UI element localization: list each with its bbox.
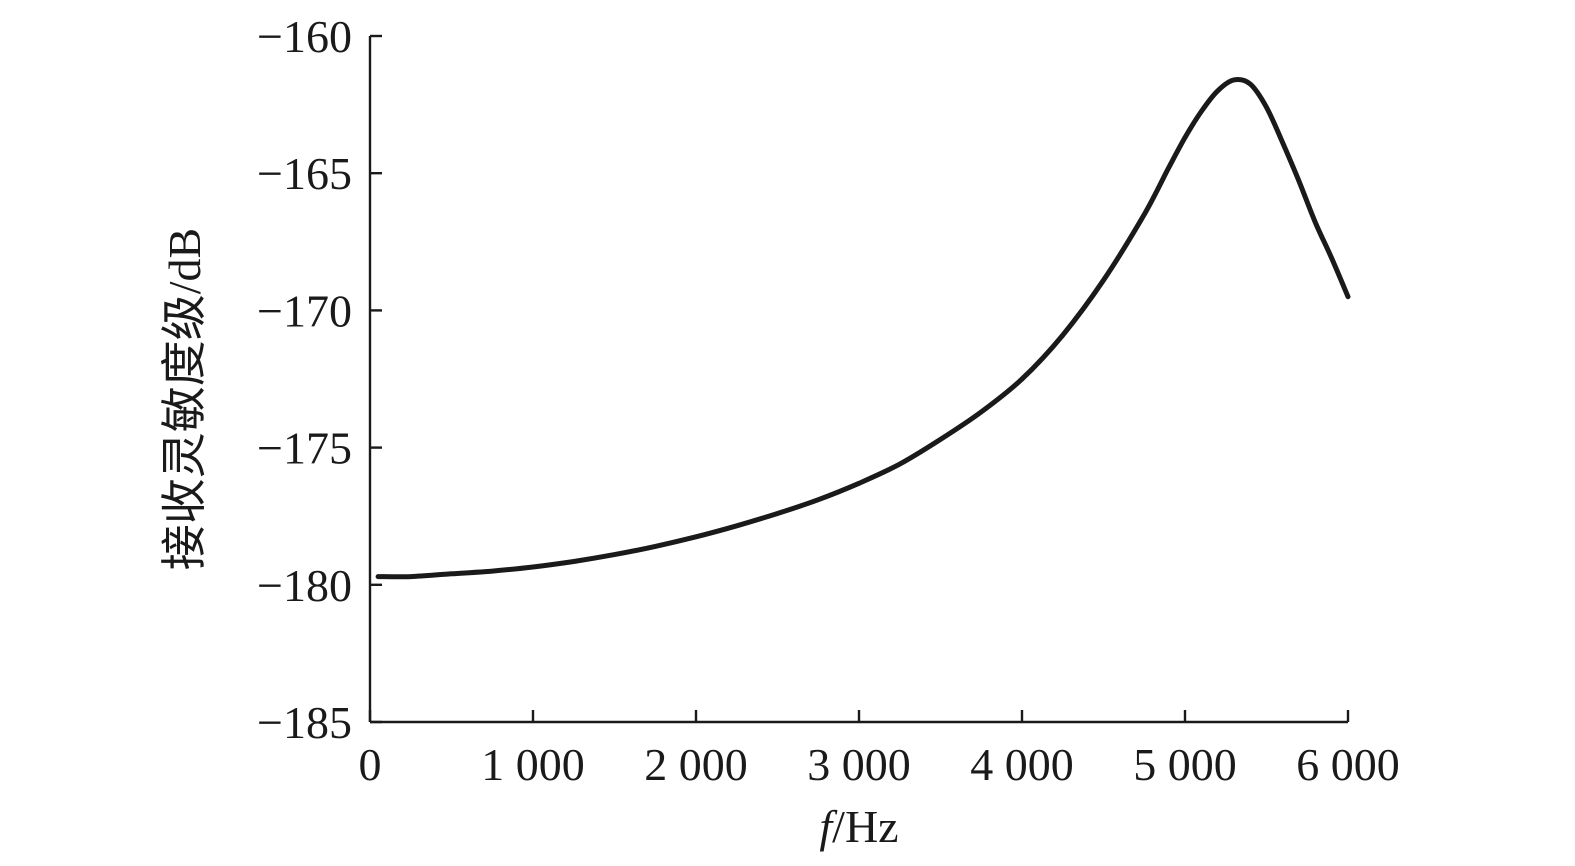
y-axis-ticks: −160 −165 −170 −175 −180 −185 xyxy=(257,11,382,748)
y-tick-label: −165 xyxy=(257,148,352,199)
series-group xyxy=(375,76,1351,580)
axes xyxy=(368,36,1348,724)
x-tick-label: 3 000 xyxy=(807,739,911,790)
y-tick-label: −185 xyxy=(257,697,352,748)
y-tick-label: −160 xyxy=(257,11,352,62)
y-axis-title: 接收灵敏度级/dB xyxy=(159,228,210,570)
x-tick-label: 2 000 xyxy=(644,739,748,790)
x-tick-label: 0 xyxy=(359,739,382,790)
x-tick-label: 4 000 xyxy=(970,739,1074,790)
x-tick-label: 1 000 xyxy=(481,739,585,790)
x-axis-ticks: 0 1 000 2 000 3 000 4 000 5 000 6 000 xyxy=(359,710,1400,790)
y-tick-label: −175 xyxy=(257,423,352,474)
series-line xyxy=(375,76,1351,580)
y-tick-label: −180 xyxy=(257,560,352,611)
x-axis-title-unit: /Hz xyxy=(832,801,898,852)
x-tick-label: 6 000 xyxy=(1296,739,1400,790)
y-tick-label: −170 xyxy=(257,285,352,336)
x-axis-title: f/Hz xyxy=(819,801,898,852)
x-tick-label: 5 000 xyxy=(1133,739,1237,790)
